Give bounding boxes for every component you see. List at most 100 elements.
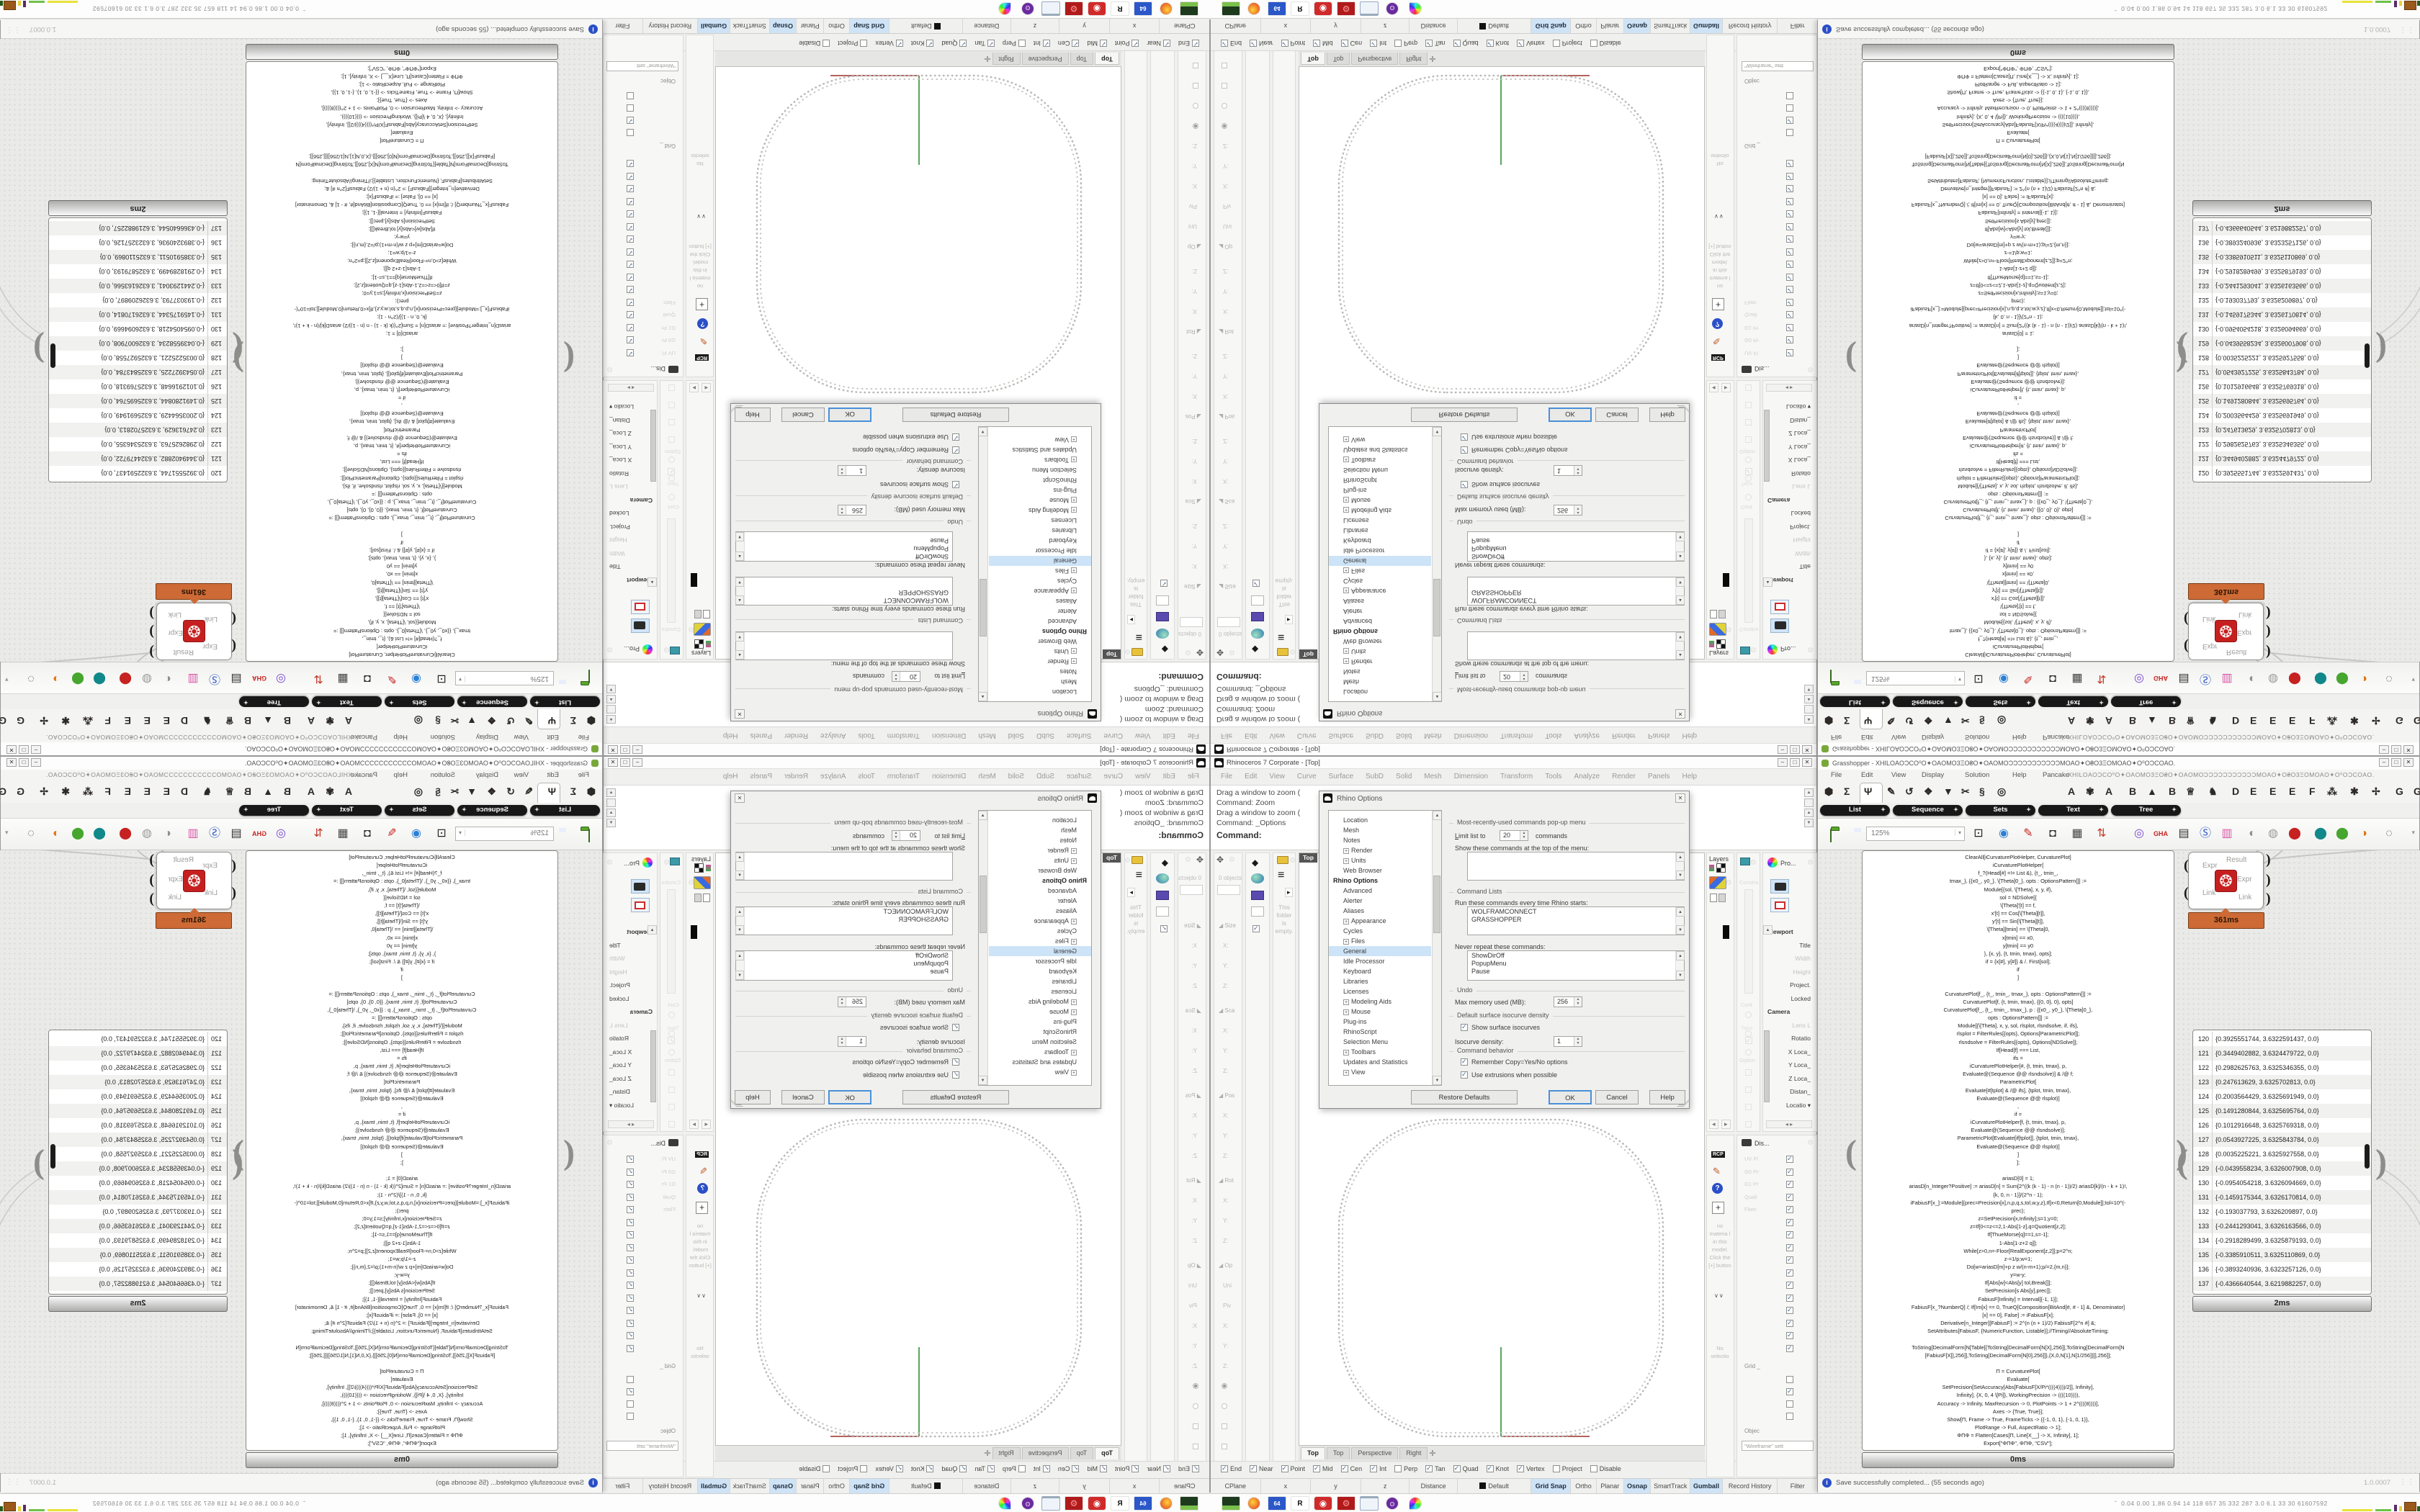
tree-item-view[interactable]: +View	[1343, 436, 1366, 444]
layers-checker-icon[interactable]	[694, 863, 704, 873]
window-maximize-icon[interactable]: □	[620, 758, 630, 767]
display-checkbox[interactable]	[627, 349, 634, 356]
gh-plugin-tab-icon[interactable]: ⬢	[586, 715, 596, 726]
layers-scroll-right-icon[interactable]: ▸	[689, 1120, 699, 1129]
gh-resize-grip[interactable]: ⋮⋮	[5, 1478, 21, 1486]
window-close-icon[interactable]: ✕	[1802, 758, 1812, 767]
gh-window-minimize-icon[interactable]: –	[31, 758, 41, 767]
taskbar-icon-palette[interactable]	[1409, 2, 1422, 15]
component-input-link[interactable]: Link	[204, 889, 218, 897]
property-row-height[interactable]: Height	[609, 536, 627, 544]
menu-item-solid[interactable]: Solid	[1396, 773, 1412, 780]
use-extrusions-checkbox[interactable]: Use extrusions when possible	[863, 1071, 959, 1079]
gh-menu-view[interactable]: View	[1891, 771, 1906, 779]
status-gumball[interactable]: Gumball	[697, 1479, 730, 1493]
status-gumball[interactable]: Gumball	[697, 19, 730, 33]
toolbar-icon-17[interactable]: ◌	[2385, 672, 2393, 685]
property-row-title[interactable]: Title	[1799, 941, 1811, 949]
taskbar-icon-purple-app[interactable]: ʘ	[1386, 2, 1399, 15]
layers-checker-icon[interactable]	[1716, 863, 1726, 873]
materials-add-button[interactable]: +	[696, 298, 708, 310]
properties-panel[interactable]: Pro... ⚙ Viewport Title Width Height Project. L…	[603, 380, 658, 660]
osnap-checkbox-point[interactable]	[1131, 40, 1139, 47]
gh-plugin-tab-icon[interactable]: E	[2289, 715, 2296, 726]
empty-box-icon[interactable]	[1251, 595, 1264, 606]
display-checkbox[interactable]	[1786, 1193, 1793, 1201]
status-filter[interactable]: Filter	[1778, 19, 1819, 33]
subd-sphere-icon[interactable]	[1156, 629, 1169, 639]
tree-item-alerter[interactable]: Alerter	[1057, 608, 1077, 615]
gh-plugin-tab-icon[interactable]: D	[180, 786, 188, 797]
osnap-vertex[interactable]: Vertex	[1517, 34, 1545, 47]
tree-item-licenses[interactable]: Licenses	[1051, 988, 1077, 995]
display-checkbox[interactable]	[627, 299, 634, 306]
taskbar-icon-palette[interactable]	[998, 1497, 1011, 1510]
menu-item-help[interactable]: Help	[1682, 773, 1698, 780]
component-input-expr[interactable]: Expr	[2202, 642, 2218, 650]
osnap-vertex[interactable]: Vertex	[875, 34, 903, 47]
gh-plugin-tab-icon[interactable]: ♞	[202, 715, 212, 726]
grid-checkbox[interactable]	[627, 92, 634, 99]
gh-plugin-tab-icon[interactable]: ♞	[202, 786, 212, 797]
display-checkbox[interactable]	[1786, 1306, 1793, 1314]
gh-data-panel[interactable]: 120 {0.3925551744, 3.6322591437, 0.0} 121{…	[48, 217, 228, 482]
osnap-project[interactable]: Project	[1552, 1465, 1582, 1478]
show-isocurves-checkbox[interactable]: Show surface isocurves	[1461, 1023, 1540, 1031]
gh-plugin-tab-icon[interactable]: B	[2169, 715, 2177, 726]
gh-canvas[interactable]: ( ) ClearAll[iCurvaturePlotHelper, Curva…	[0, 850, 602, 1473]
scroll-box[interactable]	[1804, 798, 1814, 807]
menu-lines-icon[interactable]: ≡	[1278, 631, 1285, 643]
osnap-checkbox-vertex[interactable]	[1517, 40, 1525, 47]
toolbar-icon-9[interactable]: Ⓢ	[209, 827, 221, 840]
gh-plugin-tab-icon[interactable]: B	[283, 715, 291, 726]
ok-button[interactable]: OK	[828, 408, 871, 422]
taskbar-icon-red-gear[interactable]: ⚙	[1337, 1, 1355, 16]
layers-panel[interactable]: Layers ⚙ ◂ ▸	[686, 852, 714, 1132]
tree-item-plug-ins[interactable]: Plug-ins	[1343, 487, 1367, 494]
zoom-combobox[interactable]: 125%	[1866, 827, 1965, 841]
tree-scroll-down-icon[interactable]: ▼	[978, 1076, 987, 1085]
gh-menu-display[interactable]: Display	[475, 733, 498, 741]
gh-plugin-tab-icon[interactable]: G	[2396, 786, 2403, 797]
menu-item-help[interactable]: Help	[722, 773, 738, 780]
gh-menu-view[interactable]: View	[514, 733, 529, 741]
new-viewport-icon[interactable]: ✛	[1429, 1449, 1436, 1458]
viewport-camera-button[interactable]	[631, 879, 650, 894]
osnap-checkbox-int[interactable]	[1370, 40, 1378, 47]
gh-menu-solution[interactable]: Solution	[430, 733, 455, 741]
status-distance[interactable]: Distance	[1410, 19, 1458, 33]
data-panel-scroll-thumb[interactable]	[50, 343, 55, 368]
osnap-disable[interactable]: Disable	[1590, 34, 1621, 47]
display-checkbox[interactable]	[1786, 198, 1793, 205]
display-checkbox[interactable]	[627, 198, 634, 205]
gh-window-maximize-icon[interactable]: □	[19, 758, 29, 767]
display-checkbox[interactable]	[1786, 1243, 1793, 1251]
tree-item-general[interactable]: General	[989, 946, 1091, 956]
tree-item-rhinoscript[interactable]: RhinoScript	[1343, 477, 1377, 484]
toolbar-icon-6[interactable]: ◎	[276, 827, 286, 840]
properties-hscroll[interactable]: ◂ ▸	[608, 1120, 654, 1128]
gh-titlebar[interactable]: Grasshopper - XHILOAOƆCO⁰O✦OAOMO3ΞO₴O✦OA…	[1818, 742, 2419, 755]
tree-item-location[interactable]: Location	[1052, 688, 1077, 696]
status-osnap[interactable]: Osnap	[1623, 1479, 1652, 1493]
taskbar-icon-firefox[interactable]	[1160, 2, 1173, 15]
gh-plugin-tab-icon[interactable]: F	[104, 715, 111, 726]
menu-item-surface[interactable]: Surface	[1328, 732, 1354, 739]
gh-category-sequence[interactable]: Sequence	[1893, 696, 1963, 707]
gh-category-sequence[interactable]: Sequence	[457, 696, 527, 707]
menu-item-analyze[interactable]: Analyze	[1574, 773, 1600, 780]
menu-item-view[interactable]: View	[1269, 773, 1285, 780]
osnap-checkbox-cen[interactable]	[1340, 40, 1348, 47]
toolbar-icon-8[interactable]: ▤	[2178, 827, 2190, 840]
viewport-tab-top-2[interactable]: Top	[1326, 1447, 1350, 1459]
toolbar-icon-5[interactable]: ⇅	[313, 827, 323, 840]
isocurve-density-input[interactable]: 1 ▲ ▼	[1554, 1036, 1582, 1047]
menu-lines-icon[interactable]: ≡	[1278, 869, 1285, 881]
layers-page-icon[interactable]	[1710, 610, 1717, 618]
gh-plugin-tab-icon[interactable]: A	[2105, 786, 2113, 797]
osnap-checkbox-quad[interactable]	[959, 1465, 967, 1472]
viewport-top[interactable]: Top	[1299, 66, 1705, 660]
status-cplane[interactable]: CPlane	[1211, 19, 1261, 33]
display-checkbox[interactable]	[627, 1256, 634, 1264]
